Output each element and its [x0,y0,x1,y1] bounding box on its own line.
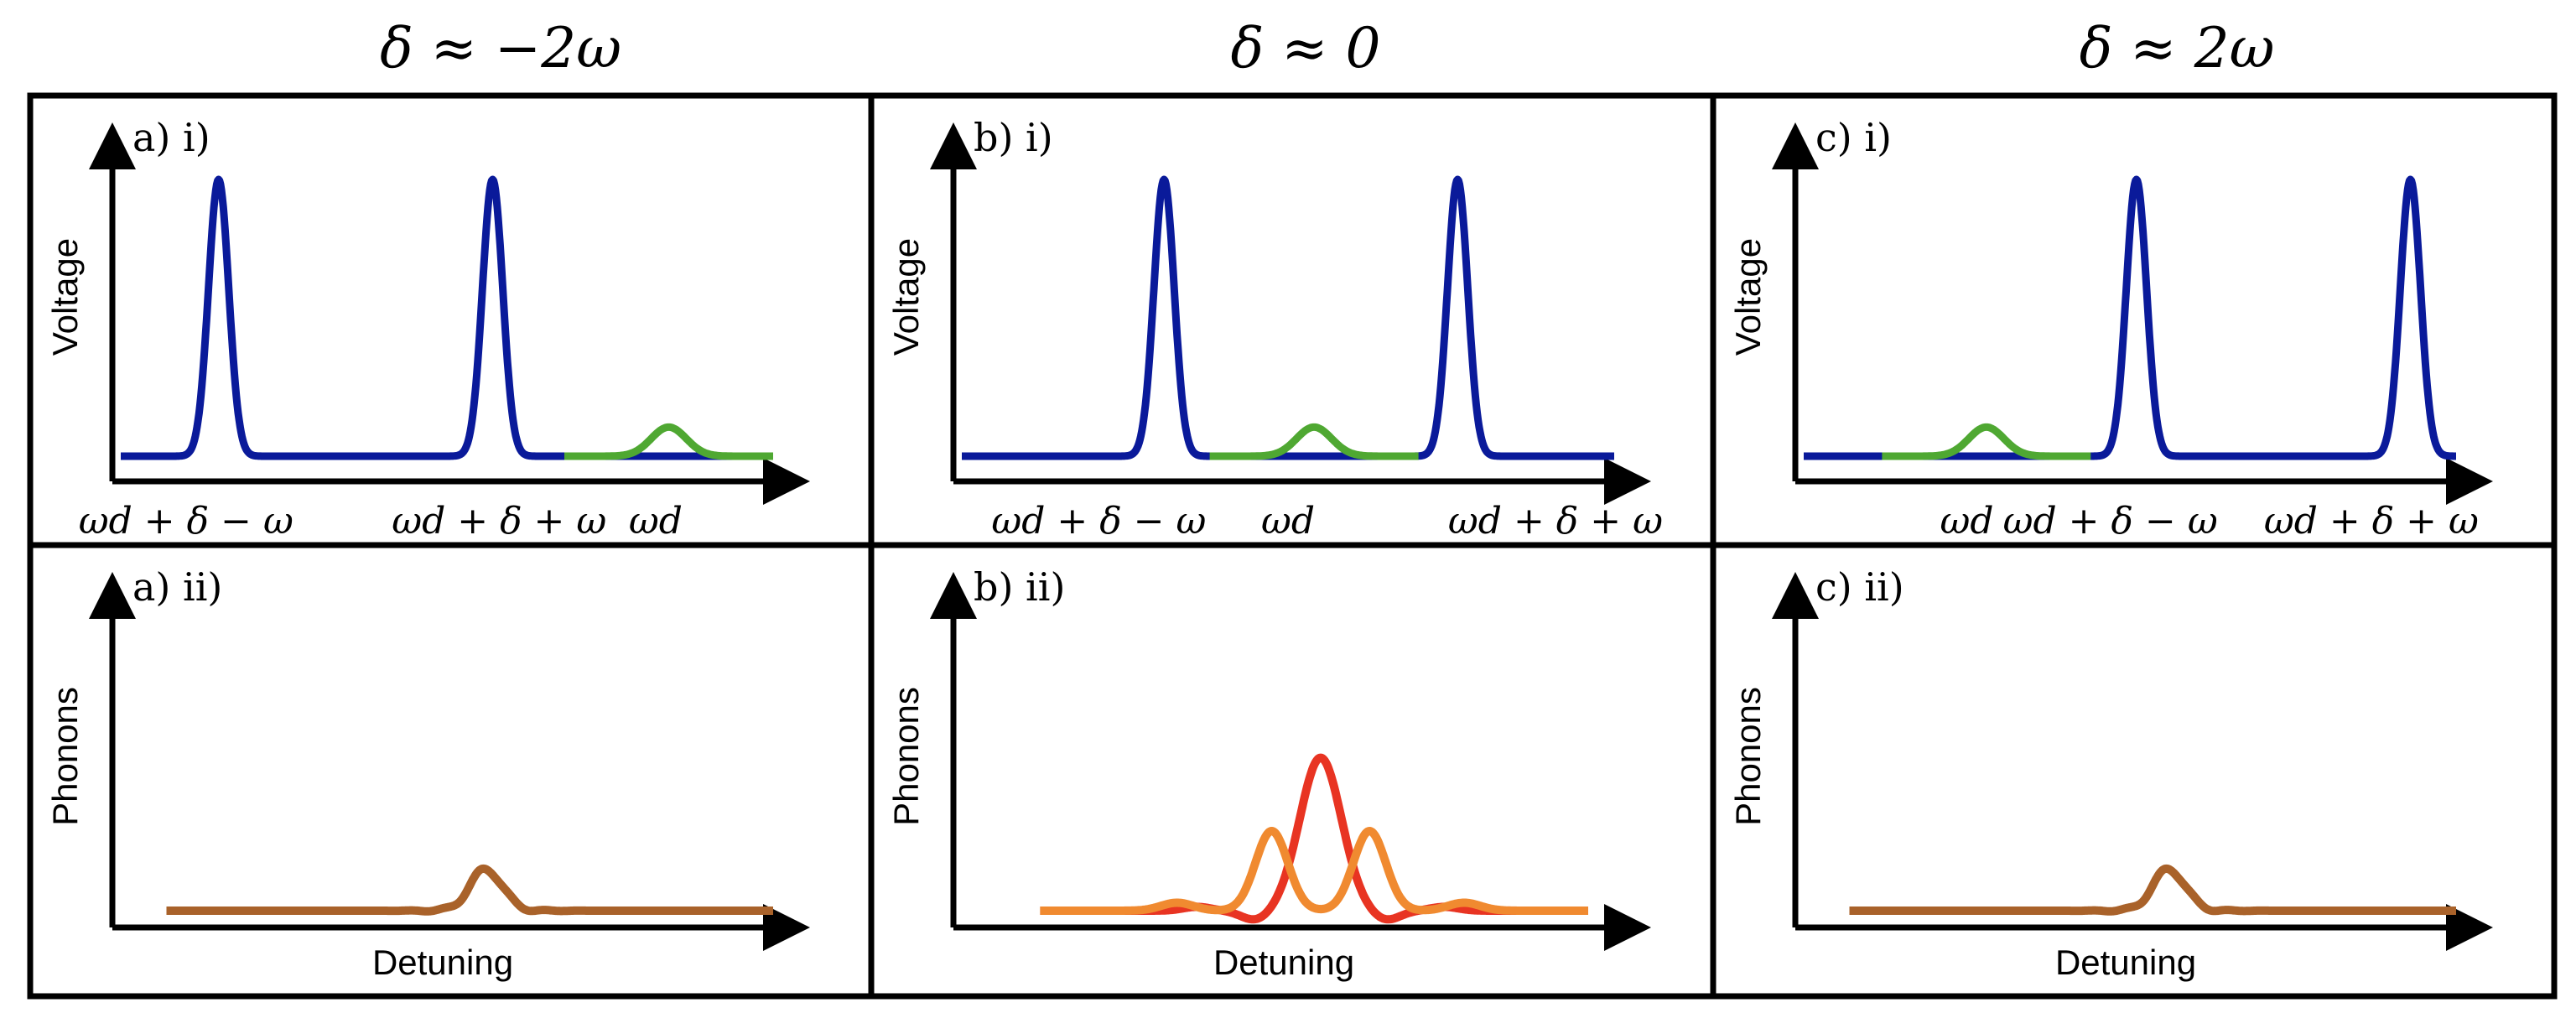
panel-label: b) i) [974,115,1053,160]
y-axis-label: Phonons [45,687,85,826]
panel-c-i: c) i) Voltage ωd ωd + δ − ω ωd + δ + ω [1728,115,2493,543]
drive-voltage-curve [117,175,776,460]
y-axis-label: Voltage [45,238,85,356]
drive-voltage-curve [1800,175,2459,460]
y-axis-label: Voltage [886,238,926,356]
panel-label: b) ii) [974,564,1065,610]
x-axis-label: Detuning [372,943,513,982]
panel-b-ii: b) ii) Phonons Detuning [886,564,1651,982]
panel-b-i: b) i) Voltage ωd + δ − ω ωd ωd + δ + ω [886,115,1663,543]
x-tick-label: ωd + δ − ω [991,500,1206,543]
panel-a-i: a) i) Voltage ωd + δ − ω ωd + δ + ω ωd [45,115,810,543]
x-tick-label: ωd + δ + ω [392,500,606,543]
x-tick-label: ωd + δ − ω [2003,500,2218,543]
y-axis-label: Voltage [1728,238,1768,356]
panel-a-ii: a) ii) Phonons Detuning [45,564,810,982]
x-tick-label: ωd [1940,500,1993,543]
y-axis-label: Phonons [1728,687,1768,826]
panel-label: c) i) [1815,115,1892,160]
x-axis-label: Detuning [2055,943,2196,982]
panels: a) i) Voltage ωd + δ − ω ωd + δ + ω ωd b) i) V… [45,115,2493,982]
y-axis-label: Phonons [886,687,926,826]
drive-voltage-curve [958,175,1618,460]
column-header-3: δ ≈ 2ω [2080,16,2275,81]
x-axis-label: Detuning [1213,943,1354,982]
phonon-curve [1846,864,2459,916]
probe-voltage-curve [562,423,776,460]
panel-label: a) ii) [132,564,222,610]
panel-c-ii: c) ii) Phonons Detuning [1728,564,2493,982]
phonon-curve-orange [1036,827,1592,915]
probe-voltage-curve [1207,423,1421,460]
x-tick-label: ωd [629,500,683,543]
x-tick-label: ωd [1261,500,1315,543]
panel-label: a) i) [132,115,210,160]
panel-grid-frame [27,92,2558,1000]
x-tick-label: ωd + δ + ω [1448,500,1663,543]
panel-label: c) ii) [1815,564,1904,610]
column-header-2: δ ≈ 0 [1231,16,1381,81]
x-tick-label: ωd + δ − ω [79,500,293,543]
probe-voltage-curve [1879,423,2094,460]
column-headers: δ ≈ −2ω δ ≈ 0 δ ≈ 2ω [380,16,2274,81]
x-tick-label: ωd + δ + ω [2264,500,2479,543]
phonon-curve-red [1036,753,1592,924]
column-header-1: δ ≈ −2ω [380,16,621,81]
phonon-curve [163,864,776,916]
